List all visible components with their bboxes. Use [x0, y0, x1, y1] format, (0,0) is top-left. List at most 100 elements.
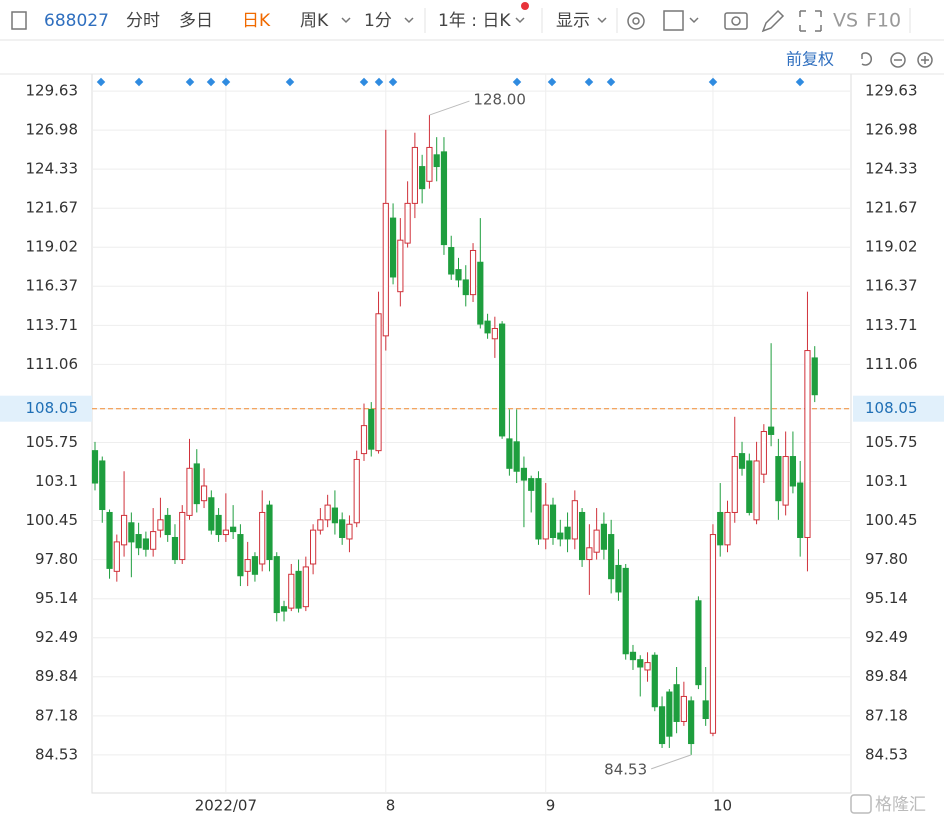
candle-body-down [455, 269, 462, 281]
candle-body-up [724, 511, 731, 546]
candle-body-down [695, 600, 702, 686]
candle-body-down [477, 261, 484, 325]
zoom-out[interactable] [890, 52, 906, 68]
y-tick-label-right: 111.06 [865, 355, 918, 373]
candle-body-down [549, 504, 557, 538]
y-tick-label-right: 126.98 [865, 121, 918, 139]
candle-body-up [353, 458, 360, 524]
pen-icon[interactable] [761, 9, 785, 33]
y-tick-label: 87.18 [35, 706, 78, 724]
max-leader [429, 100, 470, 116]
candle-body-down [251, 556, 259, 575]
candle-body-up [680, 695, 687, 722]
candle-body-up [644, 662, 651, 671]
candle-body-down [506, 438, 513, 469]
tab[interactable]: 周K [300, 11, 329, 31]
candle-body-up [426, 146, 433, 182]
candle-body-down [775, 456, 782, 502]
candle-body-down [484, 320, 491, 334]
event-marker [359, 77, 369, 87]
candle-body-down [295, 570, 302, 609]
candle-body-down [513, 441, 520, 472]
y-tick-label: 126.98 [26, 121, 79, 139]
candle-body-up [469, 249, 477, 296]
candle-body-down [768, 426, 775, 435]
y-tick-label-right: 124.33 [865, 160, 918, 178]
dropdown-arrow [597, 17, 607, 24]
y-tick-highlight [853, 395, 944, 422]
f10-button[interactable]: F10 [866, 10, 901, 32]
x-tick-label: 2022/07 [195, 797, 257, 815]
candle-body-down [578, 511, 586, 561]
candle-body-up [317, 519, 324, 531]
candle-body-up [288, 573, 295, 609]
candle-body-down [273, 556, 280, 614]
y-tick-label-right: 108.05 [865, 399, 918, 417]
candle-body-down [237, 534, 244, 577]
max-label: 128.00 [473, 91, 526, 109]
candle-body-down [797, 482, 804, 538]
candle-body-up [200, 485, 208, 502]
candle-body-down [266, 504, 273, 561]
candle-body-up [120, 514, 128, 546]
candle-body-up [346, 523, 353, 540]
candle-body-down [433, 154, 440, 168]
y-tick-label: 111.06 [26, 355, 79, 373]
event-marker [96, 77, 106, 87]
plot-frame [91, 73, 852, 794]
candle-body-up [593, 529, 600, 553]
candle-body-up [186, 467, 193, 516]
event-marker [584, 77, 594, 87]
color-icon[interactable] [663, 10, 684, 31]
candle-body-down [462, 279, 469, 296]
event-marker [708, 77, 718, 87]
candle-body-down [651, 654, 658, 708]
y-tick-label: 89.84 [35, 667, 78, 685]
camera-icon[interactable] [724, 12, 748, 30]
y-tick-label-right: 105.75 [865, 433, 918, 451]
y-tick-label: 124.33 [26, 160, 79, 178]
tab[interactable]: 多日 [179, 11, 213, 31]
adjust-button[interactable]: 前复权 [786, 50, 834, 69]
y-tick-label-right: 87.18 [865, 706, 908, 724]
settings-icon-core [632, 17, 640, 25]
candle-body-down [673, 684, 680, 722]
settings-icon[interactable] [627, 12, 645, 30]
event-marker [512, 77, 522, 87]
y-tick-label: 129.63 [26, 82, 79, 100]
sidebar-toggle[interactable] [11, 11, 27, 30]
event-marker [388, 77, 398, 87]
fullscreen-icon[interactable] [799, 10, 822, 32]
candle-body-down [746, 460, 753, 513]
event-marker [134, 77, 144, 87]
tab[interactable]: 1分 [364, 11, 392, 31]
event-marker [795, 77, 805, 87]
y-tick-label-right: 84.53 [865, 745, 908, 763]
zoom-in[interactable] [917, 52, 933, 68]
y-tick-label: 116.37 [26, 277, 79, 295]
tab-active[interactable]: 日K [242, 11, 271, 31]
candle-body-down [637, 659, 644, 668]
reset-icon[interactable] [861, 52, 872, 66]
candle-body-down [658, 706, 666, 745]
x-tick-label: 10 [713, 797, 732, 815]
candle-body-down [557, 532, 564, 540]
y-tick-label: 97.80 [35, 550, 78, 568]
candle-body-up [150, 531, 157, 550]
toolbar [0, 0, 944, 40]
period-select[interactable]: 1年 : 日K [438, 11, 511, 31]
candle-body-up [404, 202, 411, 244]
display-select[interactable]: 显示 [556, 11, 590, 31]
tab[interactable]: 分时 [126, 11, 160, 31]
candle-body-down [717, 511, 724, 546]
candle-body-down [99, 460, 106, 511]
candle-body-up [542, 504, 549, 540]
stock-code: 688027 [44, 11, 109, 31]
watermark: 格隆汇 [875, 795, 926, 815]
vs-button[interactable]: VS [833, 10, 858, 32]
candle-body-up [302, 566, 309, 608]
candle-body-up [586, 547, 593, 561]
candle-body-down [448, 247, 455, 275]
candle-body-down [520, 467, 528, 481]
